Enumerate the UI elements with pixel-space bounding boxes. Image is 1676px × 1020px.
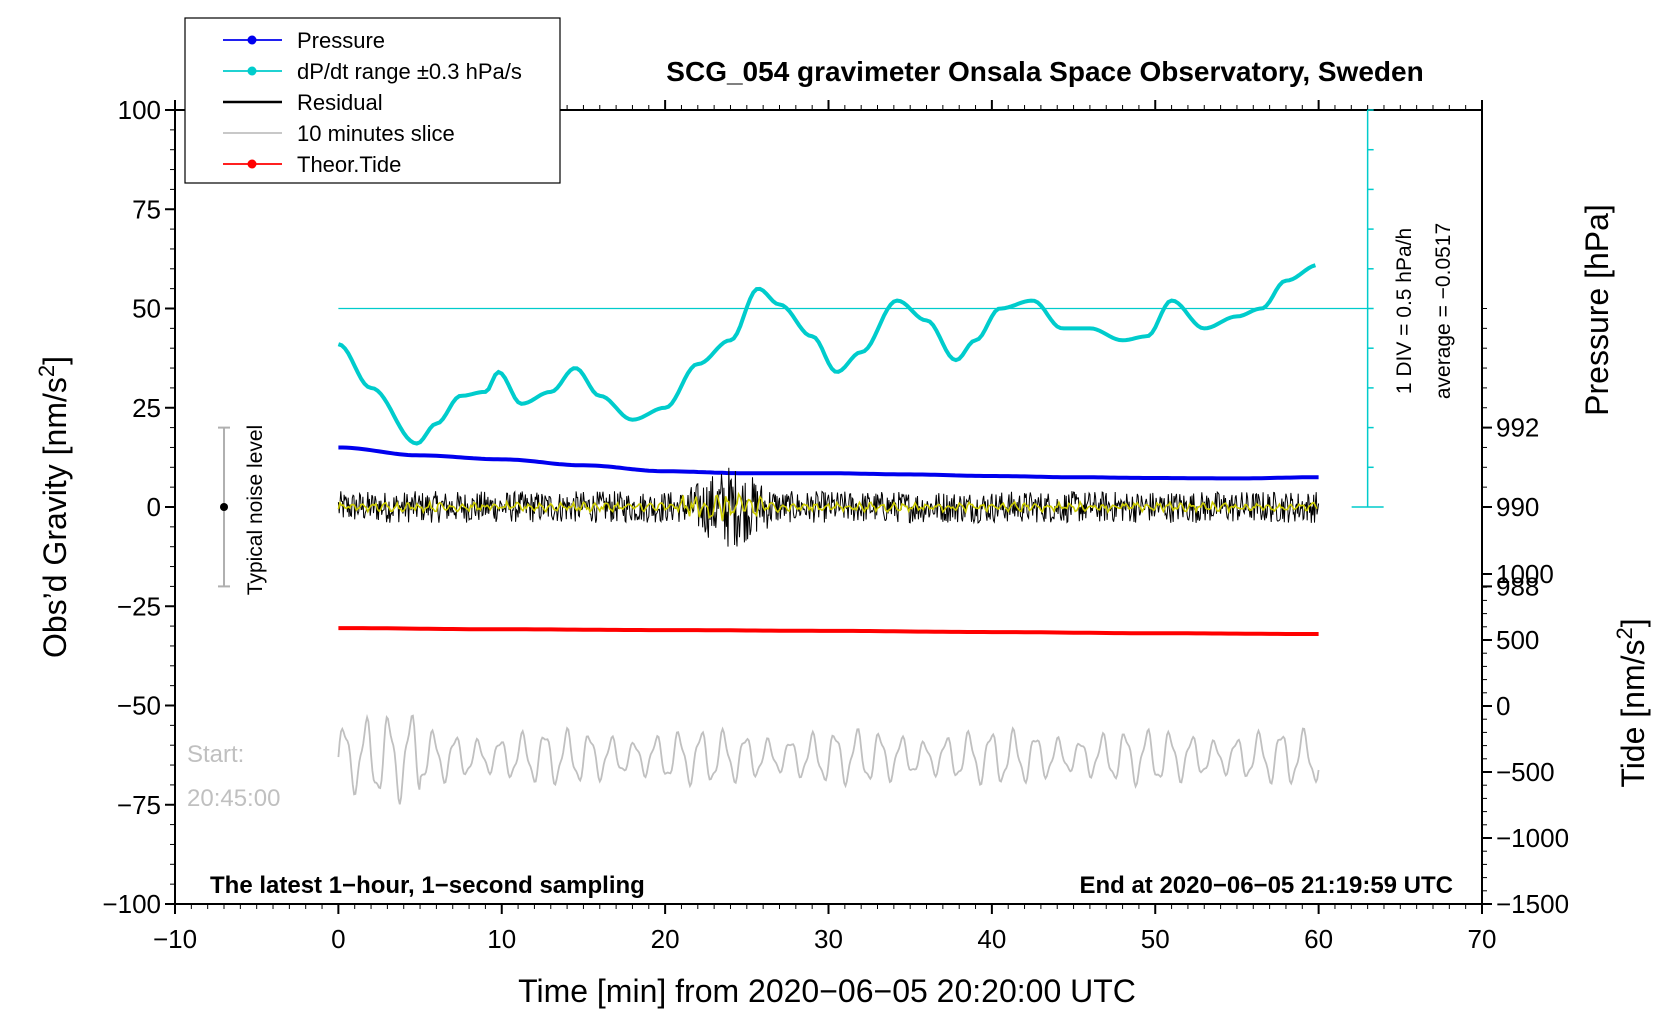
- x-tick-label: 30: [814, 924, 843, 954]
- legend-box: [184, 17, 561, 184]
- tide-tick-label: 1000: [1496, 559, 1554, 589]
- y-tick-label: −50: [117, 691, 161, 721]
- y-tick-label: 0: [147, 492, 161, 522]
- series-pressure: [338, 445, 1319, 481]
- pressure-tick-label: 988: [1496, 571, 1539, 601]
- y-tick-label: 50: [132, 294, 161, 324]
- y-tick-label: −75: [117, 790, 161, 820]
- x-tick-label: 50: [1141, 924, 1170, 954]
- y-tick-label: 100: [118, 95, 161, 125]
- legend-label: dP/dt range ±0.3 hPa/s: [297, 59, 522, 84]
- series-theor-tide: [338, 626, 1319, 636]
- chart-title: SCG_054 gravimeter Onsala Space Observat…: [666, 56, 1423, 87]
- series-residual: [337, 467, 1320, 547]
- series-10min-slice: [337, 713, 1320, 805]
- y-axis-label-close: ]: [37, 356, 73, 365]
- legend-marker: [247, 159, 257, 169]
- divider-annotation-line2: average = −0.0517: [1432, 223, 1455, 399]
- x-axis-label: Time [min] from 2020−06−05 20:20:00 UTC: [518, 973, 1136, 1009]
- series-residual-smoothed: [337, 491, 1318, 521]
- series: [337, 263, 1320, 805]
- y-tick-label: −25: [117, 591, 161, 621]
- noise-level-label: Typical noise level: [244, 425, 267, 595]
- y-axis-label-text: Obs’d Gravity [nm/s: [37, 377, 73, 658]
- x-tick-label: 60: [1304, 924, 1333, 954]
- y-tick-label: 75: [132, 194, 161, 224]
- tide-axis-label-close: ]: [1615, 618, 1651, 627]
- x-tick-label: 70: [1468, 924, 1497, 954]
- legend-label: Pressure: [297, 28, 385, 53]
- y-tick-label: −100: [102, 889, 161, 919]
- y-axis-label: Obs’d Gravity [nm/s2]: [34, 356, 73, 658]
- legend-label: 10 minutes slice: [297, 121, 455, 146]
- x-tick-label: 10: [487, 924, 516, 954]
- annotation-bottom-right: End at 2020−06−05 21:19:59 UTC: [1079, 872, 1453, 899]
- tide-tick-label: −1000: [1496, 823, 1569, 853]
- tide-tick-label: 500: [1496, 625, 1539, 655]
- tide-axis-label: Tide [nm/s2]: [1612, 618, 1651, 787]
- legend-marker: [247, 35, 257, 45]
- axes: −10 0 10 20 30 40 50 60 701007550250−25−50−75−10…: [102, 95, 1569, 954]
- pressure-tick-label: 992: [1496, 413, 1539, 443]
- tide-tick-label: −500: [1496, 757, 1555, 787]
- x-tick-label: −10: [153, 924, 197, 954]
- y-axis-label-sup: 2: [34, 365, 59, 377]
- x-tick-label: 0: [331, 924, 345, 954]
- x-tick-label: 20: [651, 924, 680, 954]
- series-dpdt: [337, 263, 1317, 446]
- start-label: Start:: [187, 741, 244, 768]
- tide-tick-label: −1500: [1496, 889, 1569, 919]
- annotation-bottom-left: The latest 1−hour, 1−second sampling: [210, 872, 645, 899]
- tide-tick-label: 0: [1496, 691, 1510, 721]
- x-tick-label: 40: [977, 924, 1006, 954]
- legend: Pressure dP/dt range ±0.3 hPa/s Residual 10…: [184, 17, 561, 184]
- legend-label: Theor.Tide: [297, 152, 401, 177]
- tide-axis-label-text: Tide [nm/s: [1615, 639, 1651, 787]
- overlays: [218, 109, 1384, 588]
- divider-annotation-line1: 1 DIV = 0.5 hPa/h: [1393, 228, 1416, 394]
- pressure-tick-label: 990: [1496, 492, 1539, 522]
- pressure-axis-label: Pressure [hPa]: [1579, 204, 1615, 416]
- y-tick-label: 25: [132, 393, 161, 423]
- legend-label: Residual: [297, 90, 383, 115]
- start-time: 20:45:00: [187, 785, 280, 812]
- tide-axis-label-sup: 2: [1612, 627, 1637, 639]
- legend-marker: [247, 66, 257, 76]
- noise-bar-center: [220, 503, 229, 511]
